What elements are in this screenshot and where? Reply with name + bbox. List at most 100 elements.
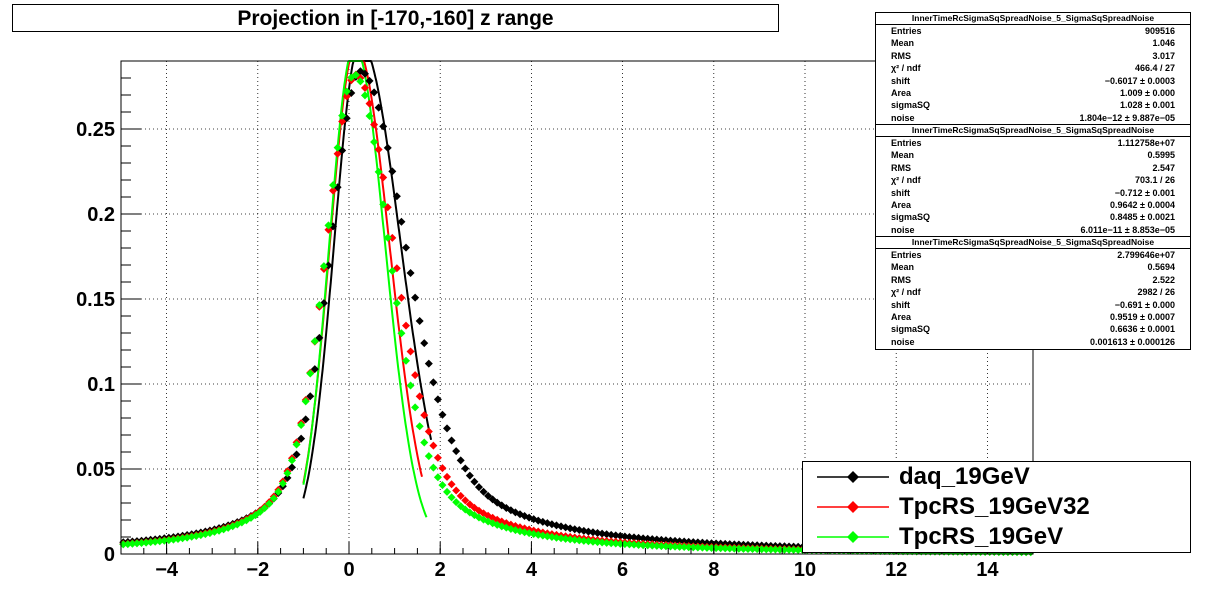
- data-point: [429, 378, 438, 387]
- stats-value: 0.001613 ± 0.000126: [1089, 336, 1175, 347]
- stats-row: χ² / ndf 703.1 / 26: [876, 174, 1190, 186]
- data-point: [374, 145, 383, 154]
- data-point: [365, 99, 374, 108]
- data-point: [474, 483, 483, 492]
- data-point: [123, 540, 132, 549]
- stats-value: 1.028 ± 0.001: [1120, 100, 1175, 111]
- stats-label: Area: [891, 199, 912, 210]
- stats-row: Area 0.9519 ± 0.0007: [876, 311, 1190, 323]
- stats-label: shift: [891, 75, 910, 86]
- stats-row: Area 1.009 ± 0.000: [876, 87, 1190, 99]
- data-point: [397, 217, 406, 226]
- stats-value: 0.5694: [1147, 262, 1175, 273]
- data-point: [356, 77, 365, 86]
- stats-value: 6.011e−11 ± 8.853e−05: [1080, 224, 1175, 235]
- data-point: [269, 494, 278, 503]
- stats-label: χ² / ndf: [891, 63, 921, 74]
- stats-value: 1.046: [1152, 38, 1175, 49]
- stats-row: Mean 0.5995: [876, 149, 1190, 161]
- data-point: [789, 545, 798, 554]
- stats-label: χ² / ndf: [891, 175, 921, 186]
- data-point: [657, 542, 666, 551]
- data-point: [329, 181, 338, 190]
- data-point: [611, 531, 620, 540]
- data-point: [620, 532, 629, 541]
- data-point: [447, 436, 456, 445]
- data-point: [392, 299, 401, 308]
- data-point: [415, 392, 424, 401]
- data-point: [406, 381, 415, 390]
- data-point: [301, 397, 310, 406]
- data-point: [575, 536, 584, 545]
- data-point: [265, 499, 274, 508]
- stats-label: χ² / ndf: [891, 287, 921, 298]
- data-point: [288, 463, 296, 472]
- stats-label: Mean: [891, 38, 915, 49]
- data-point: [433, 473, 442, 482]
- data-point: [142, 538, 151, 547]
- legend-label: TpcRS_19GeV: [899, 523, 1064, 550]
- data-point: [725, 544, 734, 553]
- data-point: [360, 83, 369, 92]
- data-point: [456, 491, 465, 500]
- data-point: [319, 262, 328, 271]
- data-point: [370, 88, 379, 97]
- legend: daq_19GeV TpcRS_19GeV32 TpcRS_19GeV: [802, 461, 1191, 553]
- data-point: [278, 479, 287, 488]
- data-point: [433, 453, 442, 462]
- stats-box-title: InnerTimeRcSigmaSqSpreadNoise_5_SigmaSqS…: [876, 125, 1190, 137]
- stats-value: 0.9642 ± 0.0004: [1110, 199, 1175, 210]
- data-point: [402, 356, 410, 365]
- stats-label: Area: [891, 87, 912, 98]
- data-point: [438, 464, 447, 473]
- stats-label: RMS: [891, 274, 911, 285]
- data-point: [415, 317, 424, 326]
- data-point: [374, 103, 383, 112]
- data-point: [452, 498, 461, 507]
- stats-label: shift: [891, 187, 910, 198]
- data-point: [274, 487, 283, 496]
- data-point: [392, 192, 401, 201]
- data-point: [333, 143, 342, 152]
- stats-row: χ² / ndf 466.4 / 27: [876, 62, 1190, 74]
- data-point: [675, 542, 684, 551]
- stats-row: sigmaSQ 1.028 ± 0.001: [876, 99, 1190, 111]
- data-point: [634, 533, 643, 542]
- data-point: [411, 371, 420, 380]
- stats-value: 0.9519 ± 0.0007: [1110, 311, 1175, 322]
- data-point: [721, 544, 730, 553]
- data-point: [365, 76, 374, 85]
- data-point: [137, 539, 146, 548]
- data-point: [292, 450, 301, 459]
- fit-curve: [302, 60, 428, 518]
- data-point: [680, 543, 689, 552]
- data-point: [388, 167, 397, 176]
- data-point: [739, 544, 748, 553]
- stats-box-title: InnerTimeRcSigmaSqSpreadNoise_5_SigmaSqS…: [876, 237, 1190, 249]
- stats-label: RMS: [891, 162, 911, 173]
- data-point: [443, 424, 452, 433]
- data-point: [420, 411, 429, 420]
- data-point: [452, 447, 461, 456]
- data-point: [424, 427, 433, 436]
- data-point: [360, 91, 369, 100]
- data-point: [661, 536, 670, 545]
- data-point: [584, 537, 593, 546]
- y-tick-label: 0.15: [76, 289, 115, 311]
- data-point: [785, 545, 794, 554]
- data-point: [406, 268, 415, 277]
- legend-label: daq_19GeV: [899, 463, 1030, 490]
- stats-row: RMS 2.522: [876, 274, 1190, 286]
- x-tick-label: −4: [155, 559, 179, 581]
- data-point: [310, 365, 319, 374]
- y-tick-label: 0.2: [87, 204, 115, 226]
- stats-box-tpcrs32: InnerTimeRcSigmaSqSpreadNoise_5_SigmaSqS…: [875, 124, 1191, 237]
- legend-entry-daq: daq_19GeV: [803, 462, 1190, 492]
- data-point: [616, 531, 625, 540]
- y-tick-label: 0: [104, 544, 115, 566]
- legend-marker-icon: [817, 531, 889, 543]
- stats-row: sigmaSQ 0.6636 ± 0.0001: [876, 323, 1190, 335]
- data-point: [447, 480, 456, 489]
- stats-value: 466.4 / 27: [1134, 63, 1175, 74]
- stats-row: shift −0.6017 ± 0.0003: [876, 75, 1190, 87]
